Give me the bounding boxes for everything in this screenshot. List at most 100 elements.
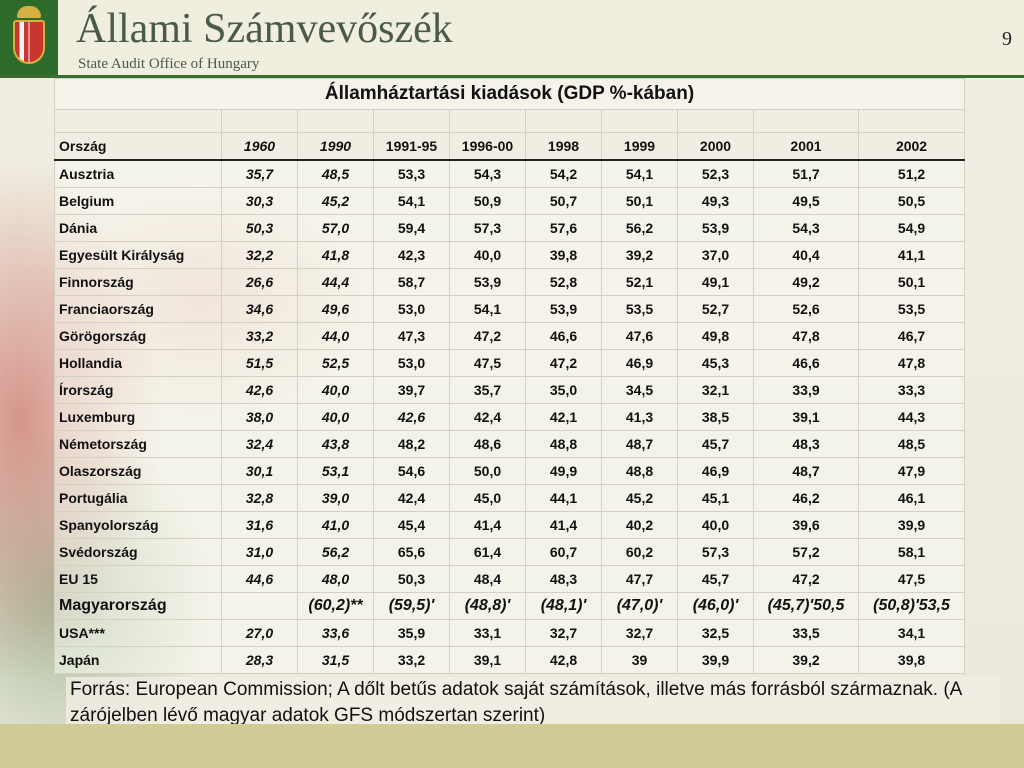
value-cell: 56,2 — [297, 538, 374, 566]
value-cell: 53,0 — [373, 295, 450, 323]
value-cell: 48,8 — [601, 457, 678, 485]
value-cell: 48,8 — [525, 430, 602, 458]
value-cell: 41,4 — [449, 511, 526, 539]
value-cell: 39,8 — [525, 241, 602, 269]
value-cell: 40,0 — [449, 241, 526, 269]
value-cell: 33,3 — [857, 376, 966, 404]
value-cell: 51,5 — [221, 349, 298, 377]
value-cell: 45,2 — [601, 484, 678, 512]
value-cell: 42,1 — [525, 403, 602, 431]
value-cell: 49,9 — [525, 457, 602, 485]
value-cell: 45,0 — [449, 484, 526, 512]
column-header-year: 1990 — [297, 132, 374, 161]
page-number: 9 — [1002, 28, 1012, 50]
blank-cell — [54, 109, 222, 133]
value-cell: 53,9 — [449, 268, 526, 296]
table-row: Görögország 33,2 44,0 47,3 47,2 46,6 47,6 49,8 4… — [54, 322, 966, 350]
table-row: Finnország 26,6 44,4 58,7 53,9 52,8 52,1 49,1 49… — [54, 268, 966, 296]
table-row: Magyarország (60,2)** (59,5)' (48,8)' (48,1)… — [54, 592, 966, 620]
value-cell: 38,5 — [677, 403, 754, 431]
blank-cell — [601, 109, 678, 133]
value-cell: 51,2 — [857, 159, 966, 188]
country-cell: Portugália — [54, 484, 222, 512]
column-header-year: 2000 — [677, 132, 754, 161]
value-cell: 31,0 — [221, 538, 298, 566]
coat-of-arms-logo — [0, 0, 58, 75]
value-cell: 35,7 — [449, 376, 526, 404]
value-cell: 56,2 — [601, 214, 678, 242]
slide-header: Állami Számvevőszék State Audit Office o… — [0, 0, 1024, 75]
value-cell: 30,3 — [221, 187, 298, 215]
value-cell: 47,3 — [373, 322, 450, 350]
value-cell: 52,1 — [601, 268, 678, 296]
country-cell: Spanyolország — [54, 511, 222, 539]
value-cell: 49,1 — [677, 268, 754, 296]
table-title-row: Államháztartási kiadások (GDP %-kában) — [53, 78, 966, 110]
value-cell: 33,6 — [297, 619, 374, 647]
value-cell: 46,9 — [677, 457, 754, 485]
value-cell: 38,0 — [221, 403, 298, 431]
value-cell: 46,6 — [525, 322, 602, 350]
value-cell: 53,9 — [525, 295, 602, 323]
value-cell: 32,4 — [221, 430, 298, 458]
value-cell: 47,2 — [753, 565, 859, 593]
value-cell: 42,4 — [373, 484, 450, 512]
value-cell: 34,6 — [221, 295, 298, 323]
blank-cell — [857, 109, 966, 133]
value-cell: 50,0 — [449, 457, 526, 485]
value-cell: 52,8 — [525, 268, 602, 296]
column-header-year: 1960 — [221, 132, 298, 161]
country-cell: Ausztria — [54, 159, 222, 188]
value-cell: 41,8 — [297, 241, 374, 269]
value-cell: 42,3 — [373, 241, 450, 269]
value-cell: 45,7 — [677, 430, 754, 458]
table-row: Japán 28,3 31,5 33,2 39,1 42,8 39 39,9 39,2 39,8 — [54, 646, 966, 674]
value-cell: 52,5 — [297, 349, 374, 377]
value-cell: 53,9 — [677, 214, 754, 242]
value-cell: (59,5)' — [373, 592, 450, 620]
value-cell: 39,0 — [297, 484, 374, 512]
column-header-year: 1998 — [525, 132, 602, 161]
value-cell: 48,7 — [601, 430, 678, 458]
value-cell: 54,1 — [449, 295, 526, 323]
column-header-year: 2001 — [753, 132, 859, 161]
blank-cell — [677, 109, 754, 133]
value-cell: 39,2 — [601, 241, 678, 269]
value-cell: 49,8 — [677, 322, 754, 350]
country-cell: USA*** — [54, 619, 222, 647]
value-cell: 48,3 — [753, 430, 859, 458]
country-cell: Belgium — [54, 187, 222, 215]
value-cell: 54,3 — [753, 214, 859, 242]
value-cell: 34,5 — [601, 376, 678, 404]
country-cell: Finnország — [54, 268, 222, 296]
value-cell: 48,6 — [449, 430, 526, 458]
country-cell: Olaszország — [54, 457, 222, 485]
value-cell: 48,2 — [373, 430, 450, 458]
country-cell: Luxemburg — [54, 403, 222, 431]
value-cell: 41,4 — [525, 511, 602, 539]
expenditure-table-container: Államháztartási kiadások (GDP %-kában) O… — [53, 78, 966, 674]
value-cell: 42,6 — [221, 376, 298, 404]
value-cell: 46,7 — [857, 322, 966, 350]
value-cell: 39 — [601, 646, 678, 674]
value-cell: 57,3 — [677, 538, 754, 566]
value-cell: 53,3 — [373, 159, 450, 188]
value-cell: 40,0 — [297, 403, 374, 431]
crown-icon — [17, 6, 41, 18]
value-cell — [221, 592, 298, 620]
value-cell: 60,2 — [601, 538, 678, 566]
value-cell: 54,3 — [449, 159, 526, 188]
value-cell: 49,3 — [677, 187, 754, 215]
value-cell: 48,5 — [857, 430, 966, 458]
value-cell: 48,0 — [297, 565, 374, 593]
value-cell: (48,1)' — [525, 592, 602, 620]
value-cell: 32,5 — [677, 619, 754, 647]
country-cell: Magyarország — [54, 592, 222, 620]
value-cell: 39,9 — [677, 646, 754, 674]
country-cell: EU 15 — [54, 565, 222, 593]
expenditure-table: Államháztartási kiadások (GDP %-kában) O… — [53, 78, 966, 674]
table-row: Luxemburg 38,0 40,0 42,6 42,4 42,1 41,3 38,5 39,… — [54, 403, 966, 431]
value-cell: 57,3 — [449, 214, 526, 242]
value-cell: 46,1 — [857, 484, 966, 512]
value-cell: 43,8 — [297, 430, 374, 458]
